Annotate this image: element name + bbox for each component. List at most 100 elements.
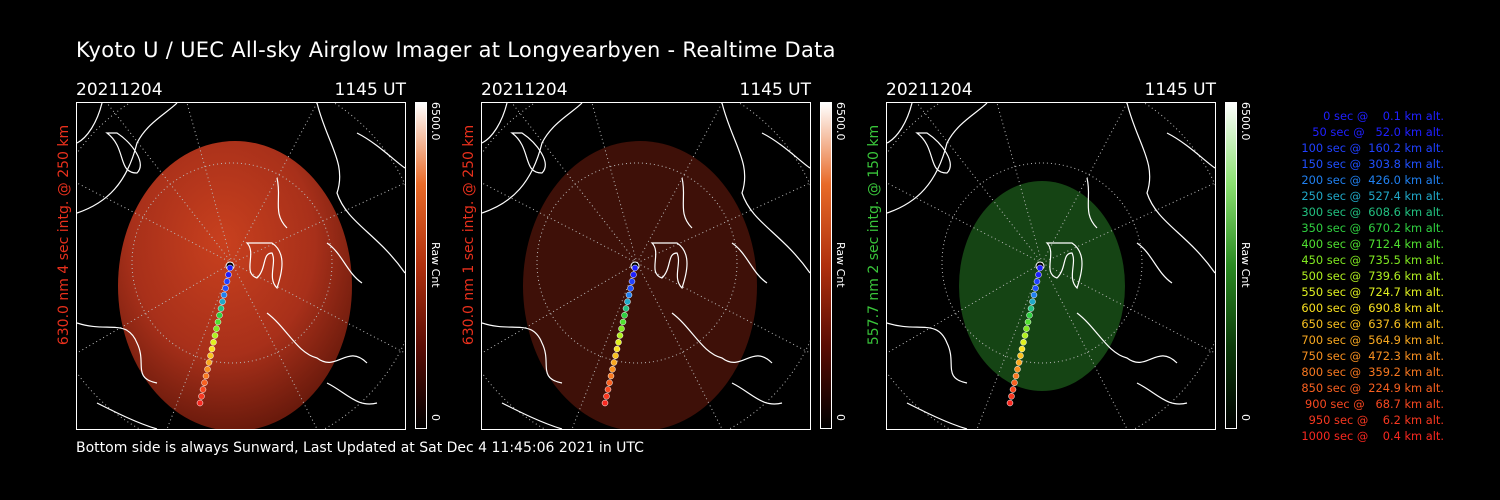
trajectory-dot (610, 359, 618, 366)
trajectory-dot (1026, 312, 1033, 319)
legend-row: 600 sec @ 690.8 km alt. (1297, 301, 1444, 315)
all-sky-image (886, 102, 1216, 430)
colorbar (415, 102, 427, 429)
trajectory-dot (223, 278, 231, 285)
page-title: Kyoto U / UEC All-sky Airglow Imager at … (76, 38, 836, 62)
trajectory-dot (207, 352, 214, 359)
colorbar-min: 0 (429, 414, 442, 421)
trajectory-dot (210, 339, 217, 346)
legend-row: 950 sec @ 6.2 km alt. (1305, 413, 1444, 427)
trajectory-dot (615, 339, 622, 346)
legend-row: 650 sec @ 637.6 km alt. (1297, 317, 1444, 331)
colorbar (820, 102, 832, 429)
legend-row: 100 sec @ 160.2 km alt. (1297, 141, 1444, 155)
trajectory-dot (1023, 325, 1030, 332)
trajectory-dot (222, 285, 229, 292)
trajectory-dot (204, 366, 211, 373)
colorbar (1225, 102, 1237, 429)
trajectory-dot (1009, 386, 1017, 393)
legend-row: 350 sec @ 670.2 km alt. (1297, 221, 1444, 235)
trajectory-dot (1021, 332, 1029, 339)
trajectory-dot (625, 291, 633, 299)
trajectory-dot (1008, 393, 1015, 400)
trajectory-dot (198, 393, 205, 400)
legend-row: 900 sec @ 68.7 km alt. (1301, 397, 1444, 411)
airglow-ellipse (523, 141, 757, 429)
trajectory-dot (217, 305, 225, 312)
trajectory-dot (603, 393, 610, 400)
trajectory-dot (1020, 339, 1027, 346)
panel-date: 20211204 (481, 80, 568, 100)
colorbar-min: 0 (1239, 414, 1252, 421)
trajectory-dot (619, 318, 627, 326)
legend-row: 0 sec @ 0.1 km alt. (1312, 109, 1444, 123)
trajectory-dot (214, 318, 222, 326)
trajectory-dot (1017, 352, 1024, 359)
all-sky-image (76, 102, 406, 430)
trajectory-dot (622, 305, 630, 312)
trajectory-dot (606, 379, 613, 386)
legend-row: 300 sec @ 608.6 km alt. (1297, 205, 1444, 219)
trajectory-dots (196, 261, 235, 407)
trajectory-dot (199, 386, 207, 393)
trajectory-dot (1027, 305, 1035, 312)
trajectory-dot (196, 399, 204, 407)
colorbar-max: 6500.0 (429, 102, 442, 141)
trajectory-dot (201, 379, 208, 386)
trajectory-dot (220, 291, 228, 299)
trajectory-dot (1012, 372, 1020, 380)
trajectory-dot (621, 312, 628, 319)
colorbar-min: 0 (834, 414, 847, 421)
legend-row: 400 sec @ 712.4 km alt. (1297, 237, 1444, 251)
trajectory-dots (1006, 261, 1045, 407)
panel-date: 20211204 (76, 80, 163, 100)
trajectory-dot (1018, 345, 1026, 353)
airglow-panel-630-1s: 20211204 1145 UT (481, 80, 811, 430)
legend-row: 850 sec @ 224.9 km alt. (1297, 381, 1444, 395)
legend-row: 800 sec @ 359.2 km alt. (1297, 365, 1444, 379)
trajectory-dot (225, 271, 232, 278)
legend-row: 450 sec @ 735.5 km alt. (1297, 253, 1444, 267)
trajectory-dot (631, 264, 639, 272)
legend-row: 1000 sec @ 0.4 km alt. (1301, 429, 1444, 443)
panel-time: 1145 UT (1144, 80, 1217, 100)
trajectory-dot (216, 312, 223, 319)
trajectory-dots (601, 261, 640, 407)
trajectory-dot (612, 352, 619, 359)
trajectory-dot (1035, 271, 1042, 278)
trajectory-dot (1033, 278, 1041, 285)
colorbar-unit: Raw Cnt (834, 242, 847, 288)
trajectory-dot (1029, 298, 1036, 305)
trajectory-dot (607, 372, 615, 380)
airglow-ellipse (118, 141, 352, 429)
all-sky-image (481, 102, 811, 430)
trajectory-dot (604, 386, 612, 393)
legend-row: 550 sec @ 724.7 km alt. (1297, 285, 1444, 299)
trajectory-dot (213, 325, 220, 332)
trajectory-dot (1032, 285, 1039, 292)
colorbar-max: 6500.0 (834, 102, 847, 141)
trajectory-dot (226, 264, 234, 272)
trajectory-dot (630, 271, 637, 278)
airglow-panel-630-4s: 20211204 1145 UT (76, 80, 406, 430)
legend-row: 250 sec @ 527.4 km alt. (1297, 189, 1444, 203)
legend-row: 200 sec @ 426.0 km alt. (1297, 173, 1444, 187)
trajectory-dot (1030, 291, 1038, 299)
legend-row: 500 sec @ 739.6 km alt. (1297, 269, 1444, 283)
trajectory-dot (609, 366, 616, 373)
trajectory-dot (627, 285, 634, 292)
trajectory-dot (1011, 379, 1018, 386)
panel-ylabel: 630.0 nm 1 sec intg. @ 250 km (461, 124, 477, 346)
trajectory-dot (618, 325, 625, 332)
panel-ylabel: 630.0 nm 4 sec intg. @ 250 km (56, 124, 72, 346)
trajectory-dot (613, 345, 621, 353)
footer-note: Bottom side is always Sunward, Last Upda… (76, 440, 644, 456)
trajectory-dot (1024, 318, 1032, 326)
airglow-panel-557-2s: 20211204 1145 UT (886, 80, 1216, 430)
colorbar-unit: Raw Cnt (1239, 242, 1252, 288)
panel-time: 1145 UT (334, 80, 407, 100)
panel-time: 1145 UT (739, 80, 812, 100)
trajectory-dot (601, 399, 609, 407)
trajectory-dot (202, 372, 210, 380)
colorbar-max: 6500.0 (1239, 102, 1252, 141)
